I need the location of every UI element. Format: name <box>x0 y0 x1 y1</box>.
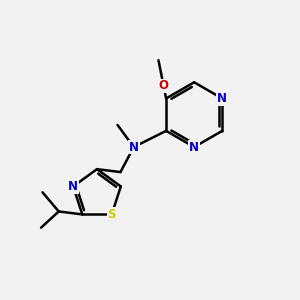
Text: N: N <box>129 141 139 154</box>
Text: N: N <box>68 180 78 193</box>
Text: O: O <box>159 80 169 92</box>
Text: S: S <box>107 208 116 221</box>
Text: N: N <box>217 92 227 105</box>
Text: N: N <box>189 141 199 154</box>
